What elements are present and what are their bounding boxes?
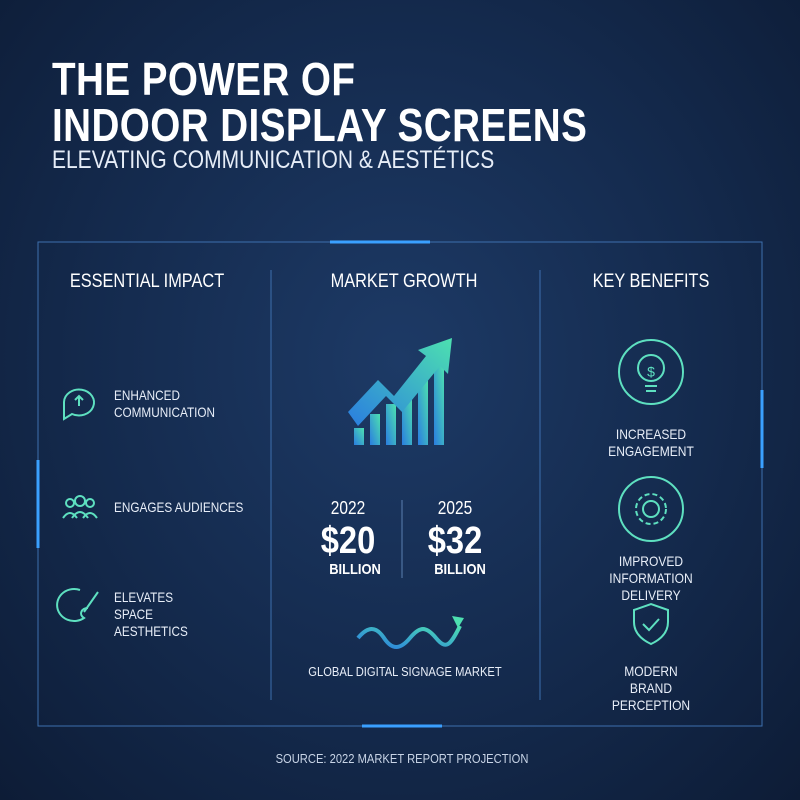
people-icon: [62, 511, 98, 519]
gear-icon: [618, 476, 684, 542]
chat-icon: [63, 388, 95, 421]
bulb-icon: [637, 354, 665, 382]
benefit-item: INCREASED ENGAGEMENT: [608, 426, 694, 459]
chart-bar: [386, 404, 396, 445]
growth-chart: [348, 338, 452, 445]
chat-icon: [74, 394, 84, 406]
gear-icon: [635, 493, 667, 525]
people-icon: [74, 495, 86, 507]
panel-heading: MARKET GROWTH: [330, 271, 478, 292]
chart-bar: [434, 366, 444, 445]
chart-bar: [370, 414, 380, 445]
impact-text: ENHANCED COMMUNICATION: [114, 387, 216, 420]
people-icon: [85, 498, 95, 508]
source: SOURCE: 2022 MARKET REPORT PROJECTION: [275, 751, 529, 766]
stat-amount: $32: [427, 520, 483, 562]
bulb-icon: [645, 385, 657, 392]
impact-text: ELEVATES SPACE AESTHETICS: [114, 589, 188, 639]
impact-item: ENGAGES AUDIENCES: [114, 499, 244, 515]
bulb-icon: [618, 339, 684, 405]
impact-item: ENHANCED COMMUNICATION: [114, 387, 215, 421]
stat-caption: GLOBAL DIGITAL SIGNAGE MARKET: [308, 664, 502, 679]
subtitle: ELEVATING COMMUNICATION & AESTÉTICS: [52, 146, 495, 174]
chart-bar: [402, 392, 412, 445]
benefit-item: MODERN BRAND PERCEPTION: [611, 663, 691, 713]
title-line: INDOOR DISPLAY SCREENS: [52, 99, 588, 151]
stat-amount: $20: [320, 520, 376, 562]
stat-year: 2022: [330, 498, 366, 518]
title-line: THE POWER OF: [52, 53, 356, 105]
people-icon: [65, 498, 75, 508]
impact-item: ELEVATES SPACE AESTHETICS: [114, 589, 215, 640]
panel-heading: ESSENTIAL IMPACT: [69, 271, 225, 292]
panel-frame: [37, 241, 763, 727]
chart-bar: [354, 428, 364, 445]
wave-arrow: [452, 616, 464, 628]
palette-icon: [56, 588, 89, 622]
icons: [56, 339, 684, 646]
stat-year: 2025: [437, 498, 473, 518]
wave-arrow: [356, 625, 462, 649]
dollar-glyph: $: [647, 364, 655, 380]
shield-icon: [633, 602, 669, 646]
benefit-item: IMPROVED INFORMATION DELIVERY: [609, 553, 693, 603]
palette-icon: [83, 591, 99, 613]
gear-icon: [642, 500, 660, 518]
chart-arrow: [348, 338, 452, 426]
stat-unit: BILLION: [434, 561, 486, 578]
chart-bar: [418, 380, 428, 445]
panel-heading: KEY BENEFITS: [592, 271, 710, 292]
stat-unit: BILLION: [329, 561, 381, 578]
